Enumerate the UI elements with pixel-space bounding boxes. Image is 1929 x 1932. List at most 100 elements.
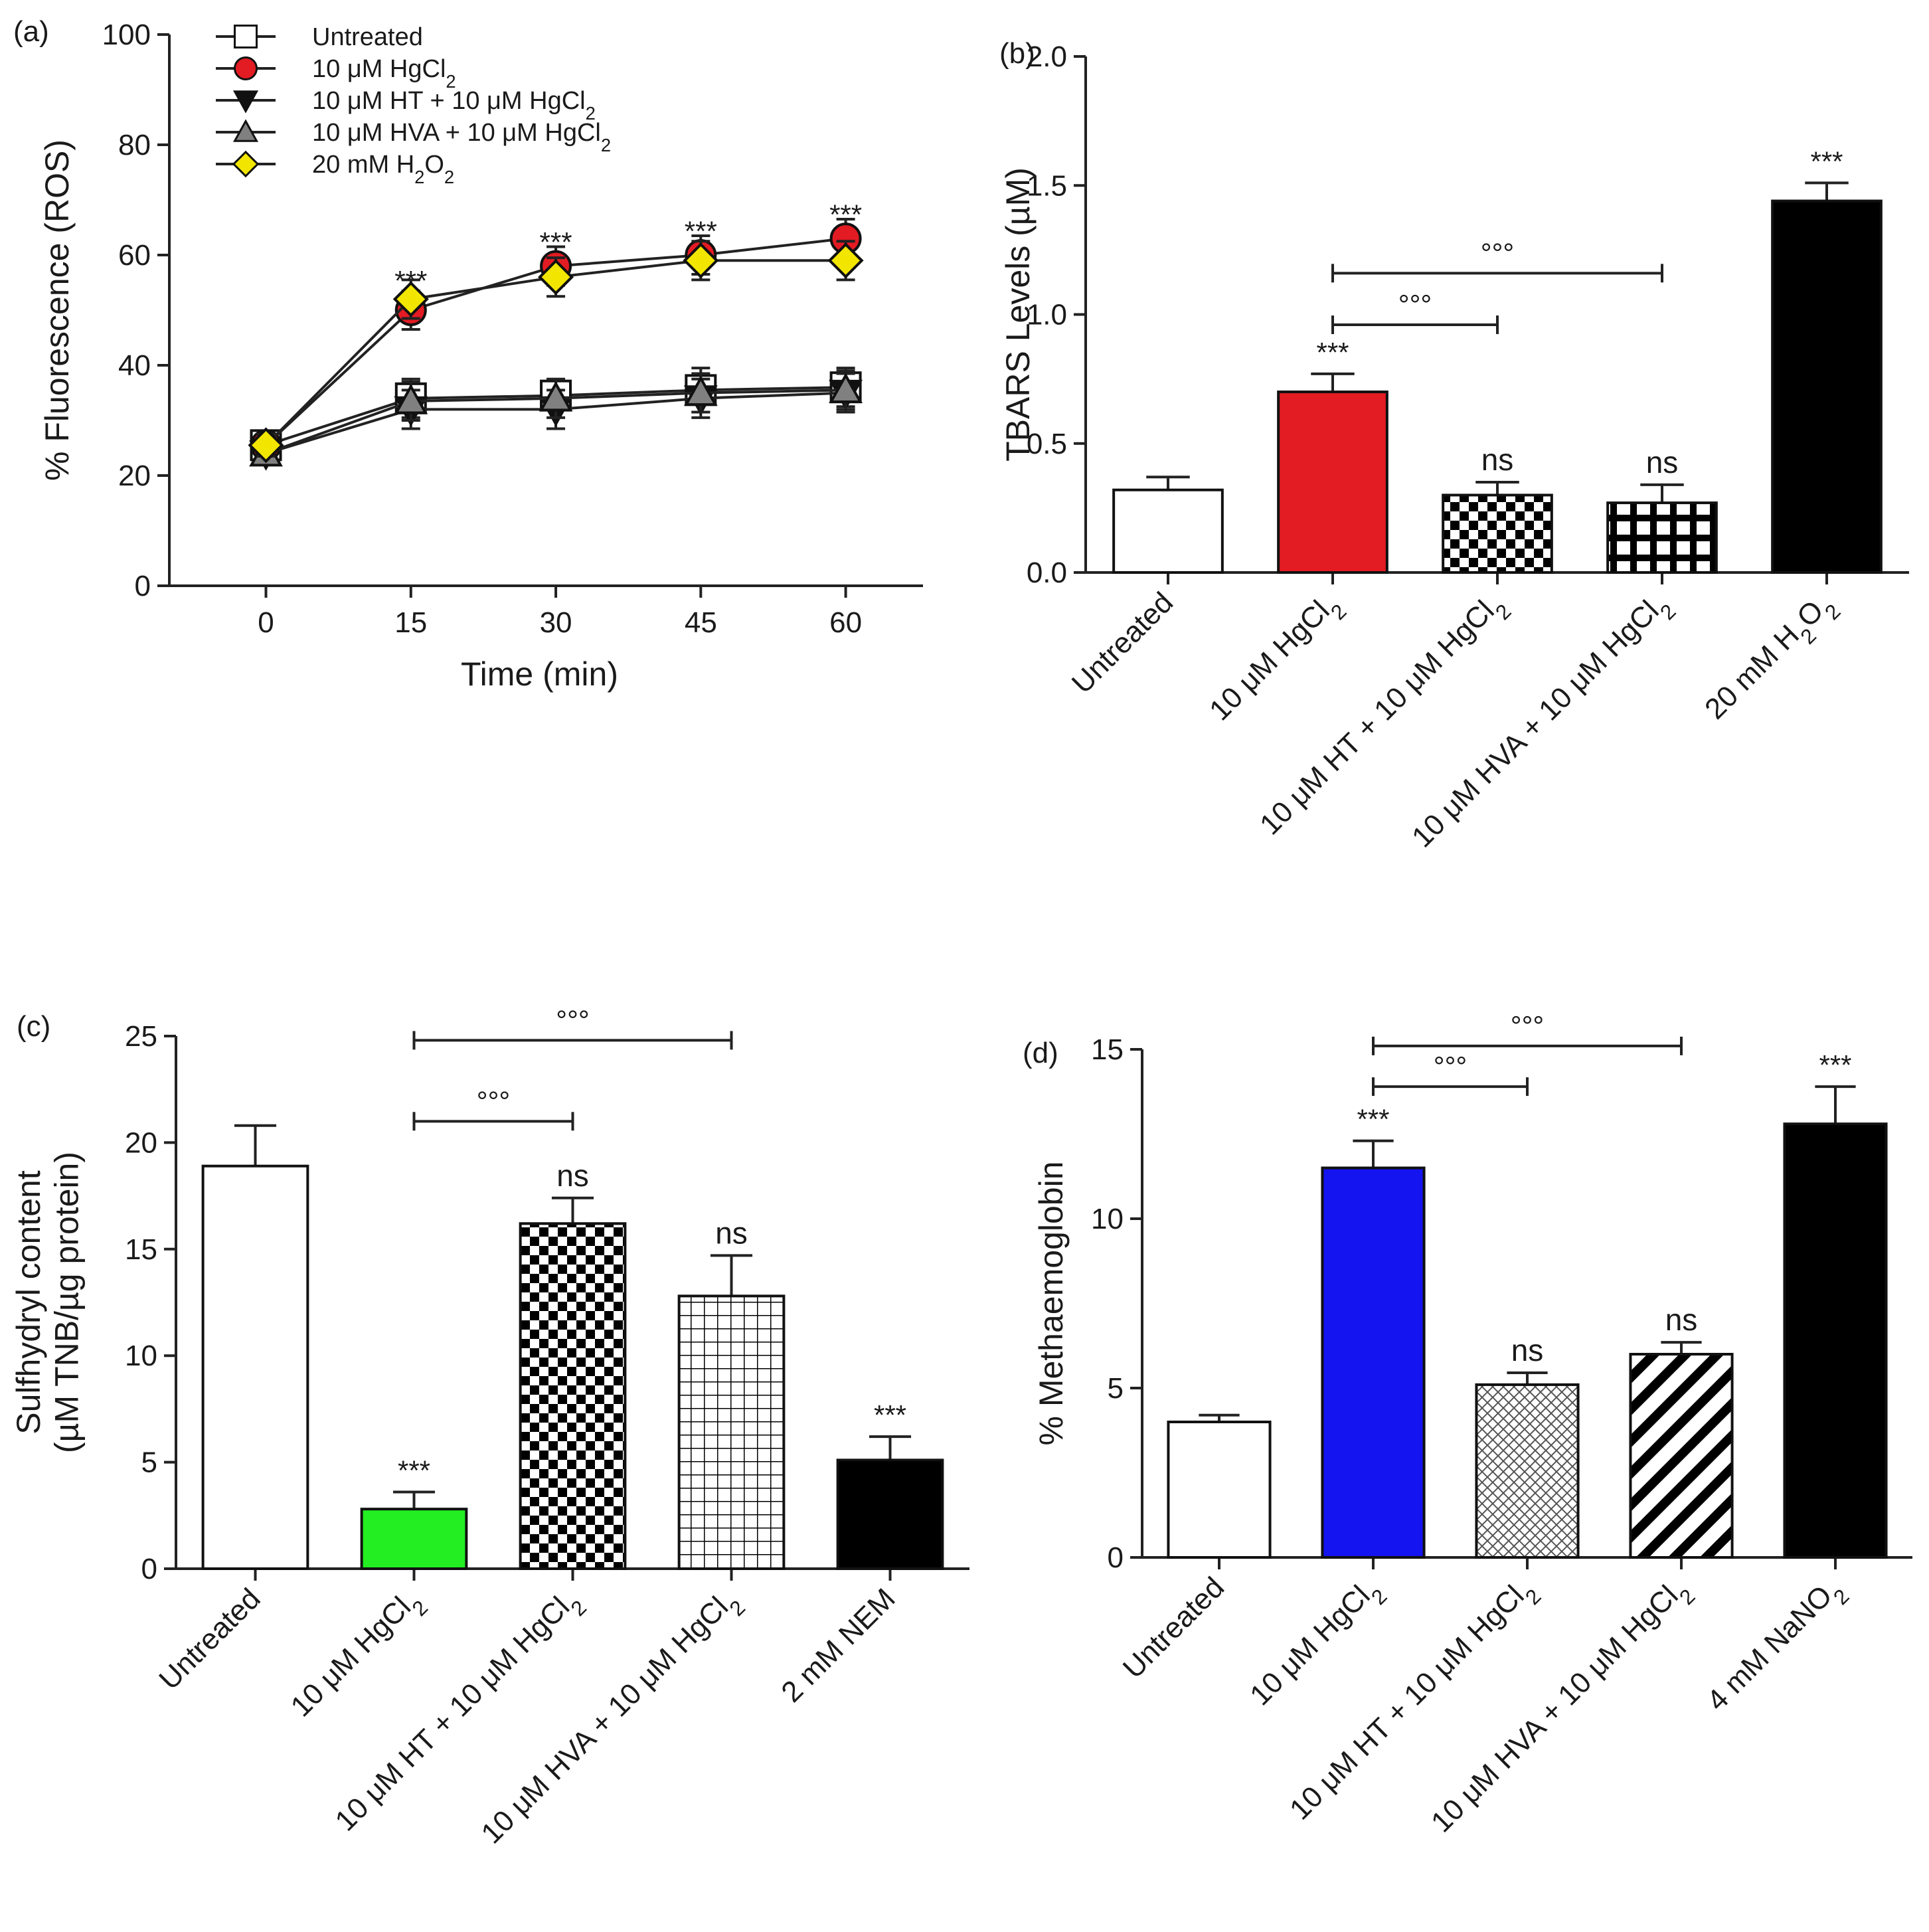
y-axis-title: % Fluorescence (ROS) — [39, 139, 76, 481]
bar — [1783, 1122, 1888, 1559]
significance-label: *** — [1316, 337, 1349, 368]
y-tick-label: 15 — [1091, 1033, 1124, 1066]
legend-label: 10 μM HVA + 10 μM HgCl2 — [312, 119, 611, 155]
y-tick-label: 15 — [125, 1233, 157, 1266]
significance-label: ns — [1665, 1302, 1698, 1337]
y-tick-label: 10 — [125, 1340, 157, 1372]
panel-b-bar-chart: (b) 0.0 0.5 1.0 1.5 2.0 TBARS Levels (µM) Untre… — [999, 37, 1909, 854]
panel-d-bar-chart: (d) 0 5 10 15 % Methaemoglobin Untreated *** 10 … — [1023, 1010, 1912, 1846]
legend-marker — [232, 90, 259, 114]
legend-label: 20 mM H2O2 — [312, 151, 454, 187]
y-tick-label: 5 — [141, 1447, 157, 1479]
bracket-label: °°° — [1511, 1010, 1544, 1041]
bar — [1442, 493, 1553, 574]
bar — [836, 1458, 944, 1571]
y-tick-label: 20 — [118, 460, 151, 492]
y-tick-label: 2.0 — [1027, 41, 1067, 73]
bracket-label: °°° — [1398, 289, 1432, 320]
data-point — [539, 381, 573, 412]
y-tick-label: 40 — [118, 349, 151, 382]
category-label: 10 μM HVA + 10 μM HgCl2 — [1425, 1571, 1700, 1846]
bar — [1629, 1353, 1734, 1559]
legend-label: 10 μM HT + 10 μM HgCl2 — [312, 87, 596, 124]
significance-label: ns — [556, 1158, 589, 1193]
bracket-label: °°° — [477, 1085, 510, 1116]
data-point — [248, 427, 284, 464]
y-tick-label: 100 — [102, 19, 151, 51]
category-label: Untreated — [1066, 586, 1179, 699]
bracket-label: °°° — [556, 1004, 589, 1035]
data-point — [392, 281, 429, 317]
y-tick-label: 0.0 — [1027, 557, 1067, 589]
significance-label: *** — [1810, 145, 1843, 177]
data-point — [538, 259, 574, 296]
data-point — [683, 375, 718, 406]
category-label: 20 mM H2O2 — [1699, 586, 1845, 733]
legend-marker — [234, 25, 258, 48]
significance-label: *** — [829, 199, 862, 230]
panel-label: (a) — [13, 15, 49, 48]
series-4 — [248, 240, 864, 464]
y-tick-label: 1.0 — [1027, 299, 1067, 331]
data-point — [394, 383, 428, 414]
y-axis-title: % Methaemoglobin — [1033, 1161, 1070, 1445]
significance-label: ns — [1481, 442, 1514, 477]
x-tick-label: 60 — [829, 606, 862, 639]
bar — [677, 1294, 786, 1570]
significance-label: *** — [685, 216, 717, 247]
bar — [1771, 199, 1883, 574]
significance-label: ns — [715, 1215, 748, 1250]
significance-label: *** — [394, 265, 427, 296]
data-point — [683, 242, 719, 279]
y-axis-title: Sulfhydryl content(µM TNB/µg protein) — [10, 1152, 86, 1453]
category-label: Untreated — [1117, 1571, 1230, 1684]
x-tick-label: 0 — [258, 606, 274, 639]
bar — [1606, 501, 1718, 574]
bar — [1321, 1166, 1426, 1559]
y-tick-label: 20 — [125, 1126, 157, 1159]
y-axis-title: TBARS Levels (µM) — [999, 167, 1037, 462]
significance-label: ns — [1511, 1333, 1544, 1367]
x-tick-label: 15 — [394, 606, 427, 639]
significance-label: *** — [1819, 1049, 1851, 1081]
legend-label: 10 μM HgCl2 — [312, 55, 456, 92]
bracket-label: °°° — [1481, 237, 1514, 268]
panel-label: (c) — [17, 1010, 50, 1043]
y-tick-label: 10 — [1091, 1203, 1124, 1235]
legend-label: Untreated — [312, 23, 423, 51]
x-tick-label: 45 — [685, 606, 717, 639]
category-label: 4 mM NaNO2 — [1701, 1571, 1854, 1724]
significance-label: *** — [540, 226, 572, 258]
category-label: Untreated — [153, 1582, 266, 1696]
category-label: 10 μM HVA + 10 μM HgCl2 — [475, 1582, 750, 1857]
data-point — [827, 242, 864, 279]
y-tick-label: 5 — [1108, 1372, 1124, 1405]
panel-label: (d) — [1023, 1037, 1058, 1069]
y-tick-label: 25 — [125, 1020, 157, 1053]
panel-a-line-chart: (a) 0 20 40 60 80 100 0 15 30 45 60 Time (min) % Fluo… — [13, 15, 923, 693]
legend-marker — [232, 119, 259, 142]
significance-label: ns — [1646, 445, 1679, 480]
y-tick-label: 0 — [141, 1553, 157, 1585]
panel-label: (b) — [999, 37, 1035, 70]
data-point — [829, 373, 863, 403]
y-tick-label: 0 — [1108, 1541, 1124, 1574]
category-label: 10 μM HgCl2 — [1244, 1571, 1392, 1719]
bracket-label: °°° — [1434, 1051, 1467, 1082]
significance-label: *** — [1357, 1104, 1389, 1135]
legend-marker — [232, 150, 260, 178]
panel-c-bar-chart: (c) 0 5 10 15 20 25 Sulfhydryl content(µM TNB/µ… — [10, 1004, 969, 1857]
y-tick-label: 1.5 — [1027, 169, 1067, 202]
bar — [1475, 1383, 1580, 1559]
significance-label: *** — [874, 1399, 906, 1431]
significance-label: *** — [398, 1455, 430, 1486]
bar — [1112, 488, 1224, 574]
category-label: 10 μM HgCl2 — [285, 1582, 433, 1730]
y-tick-label: 0 — [135, 570, 151, 602]
legend-marker — [234, 56, 258, 80]
bar — [360, 1508, 468, 1571]
bar — [1167, 1421, 1272, 1559]
series-3 — [249, 369, 863, 467]
x-tick-label: 30 — [540, 606, 572, 639]
